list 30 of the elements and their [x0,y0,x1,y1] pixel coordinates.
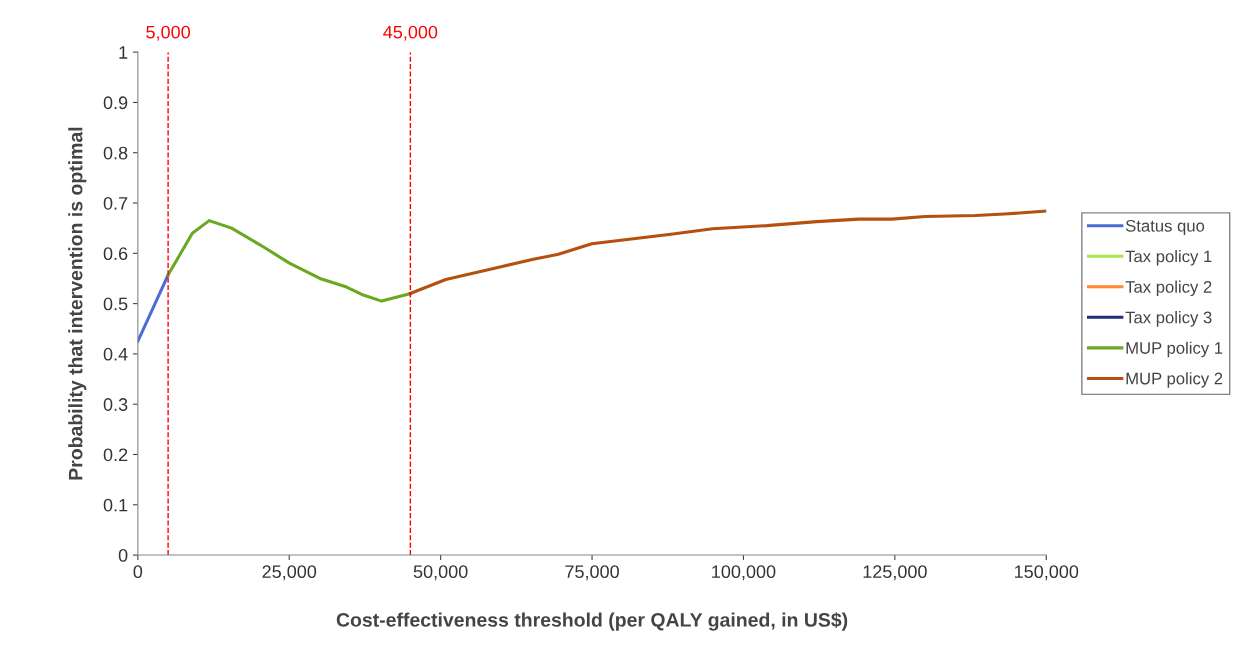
y-tick-label: 0.9 [103,96,128,110]
legend-label: Tax policy 1 [1125,250,1212,266]
legend-label: Tax policy 2 [1125,280,1212,297]
legend-label: Status quo [1125,219,1205,236]
y-tick-label: 0.8 [103,146,128,160]
y-tick-label: 0.5 [103,297,128,311]
legend-label: MUP policy 2 [1126,372,1223,388]
y-tick-label: 0.1 [103,498,128,512]
y-axis-title: Probability that intervention is optimal [68,127,87,480]
line-series [408,209,1047,296]
y-tick-label: 1 [119,46,128,59]
ref-line-label: 45,000 [383,25,438,41]
legend-label: MUP policy 1 [1126,341,1223,358]
x-tick-label: 75,000 [565,565,619,581]
legend-label: Tax policy 3 [1125,311,1212,327]
y-tick-label: 0.7 [103,196,128,210]
x-axis-title: Cost-effectiveness threshold (per QALY gained, in US$) [336,612,848,631]
x-tick-label: 25,000 [262,565,317,581]
x-tick-label: 50,000 [413,565,468,581]
y-tick-label: 0 [118,548,128,562]
x-tick-label: 125,000 [863,565,927,581]
x-tick-label: 0 [133,565,143,579]
y-tick-label: 0.2 [103,448,128,462]
line-series [166,219,412,303]
x-tick-label: 100,000 [712,565,776,581]
y-tick-label: 0.4 [103,347,128,361]
y-tick-label: 0.6 [103,247,128,261]
x-tick-label: 150,000 [1015,565,1079,581]
y-tick-label: 0.3 [103,398,128,411]
ref-line-label: 5,000 [146,25,190,41]
